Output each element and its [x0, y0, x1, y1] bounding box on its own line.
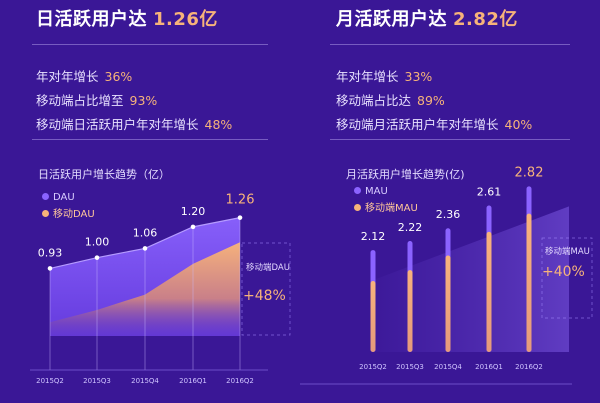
dau-stat-yoy-value: 36% — [104, 69, 133, 84]
mau-stat-yoy-label: 年对年增长 — [336, 69, 399, 84]
dau-point — [142, 246, 148, 251]
dau-highlight-box — [241, 242, 291, 336]
mobile-mau-bar — [445, 255, 451, 352]
dau-stat-yoy-label: 年对年增长 — [36, 69, 99, 84]
mau-legend-swatch — [354, 187, 361, 194]
mau-stat-mobile-share: 移动端占比达 89% — [336, 90, 445, 109]
dau-legend-item-mobile: 移动DAU — [42, 205, 95, 220]
mau-chart-title: 月活跃用户增长趋势(亿) — [346, 168, 465, 181]
mau-trend-shade — [373, 206, 569, 352]
dau-legend: DAU 移动DAU — [42, 192, 95, 220]
dau-stat-mobile-yoy: 移动端日活跃用户年对年增长 48% — [36, 114, 232, 133]
dau-headline: 日活跃用户达 1.26亿 — [36, 5, 218, 31]
dau-stat-mobile-share: 移动端占比增至 93% — [36, 90, 157, 109]
mau-data-label: 2.36 — [436, 208, 461, 221]
dau-chart-title: 日活跃用户增长趋势（亿） — [38, 168, 170, 181]
x-tick-label: 2015Q2 — [359, 363, 387, 371]
mau-legend-item-mobile: 移动端MAU — [354, 199, 418, 214]
dau-data-label: 1.20 — [181, 205, 206, 218]
dau-headline-value: 1.26亿 — [153, 9, 218, 30]
x-tick-label: 2016Q1 — [475, 363, 503, 371]
dau-stat-mobile-share-value: 93% — [129, 93, 158, 108]
mau-bar-chart: 2.12 2015Q2 2.22 2015Q3 2.36 2015Q4 2.61 2016Q1… — [300, 165, 593, 385]
dau-panel: 日活跃用户达 1.26亿 年对年增长 36% 移动端占比增至 93% 移动端日活跃用户… — [30, 5, 291, 385]
dau-stat-yoy: 年对年增长 36% — [36, 66, 132, 85]
x-tick-label: 2015Q3 — [396, 363, 424, 371]
mau-top-divider — [330, 44, 570, 45]
dau-stat-mobile-yoy-value: 48% — [204, 117, 233, 132]
mau-headline-label: 月活跃用户达 — [336, 9, 447, 30]
dau-side-value: +48% — [243, 288, 286, 304]
mau-highlight-box — [541, 237, 593, 319]
dau-data-label: 1.00 — [85, 236, 110, 249]
mobile-mau-bar — [370, 281, 376, 352]
dau-legend-swatch — [42, 193, 49, 200]
x-tick-label: 2016Q2 — [515, 363, 543, 371]
mobile-mau-bar — [407, 270, 413, 352]
mobile-mau-bar — [526, 213, 532, 352]
dau-top-divider — [32, 44, 268, 45]
dau-bottom-divider — [32, 139, 268, 140]
x-tick-label: 2015Q4 — [434, 363, 462, 371]
dau-headline-label: 日活跃用户达 — [36, 9, 147, 30]
x-tick-label: 2016Q2 — [226, 377, 254, 385]
mobile-dau-legend-swatch — [42, 210, 49, 217]
mau-stat-yoy: 年对年增长 33% — [336, 66, 432, 85]
mau-data-label: 2.82 — [515, 165, 544, 180]
dau-legend-label: DAU — [53, 192, 75, 203]
mau-legend-item-mau: MAU — [354, 186, 418, 197]
dau-point — [47, 266, 53, 271]
x-tick-label: 2015Q4 — [131, 377, 159, 385]
mau-stat-mobile-yoy-value: 40% — [504, 117, 533, 132]
mau-stat-mobile-yoy: 移动端月活跃用户年对年增长 40% — [336, 114, 532, 133]
mobile-mau-legend-swatch — [354, 204, 361, 211]
mau-stat-yoy-value: 33% — [404, 69, 433, 84]
dau-side-label: 移动端DAU — [246, 262, 290, 273]
mau-bottom-divider — [330, 139, 570, 140]
dau-legend-item-dau: DAU — [42, 192, 95, 203]
dau-point — [237, 215, 243, 220]
mau-side-value: +40% — [542, 264, 585, 280]
dau-stat-mobile-share-label: 移动端占比增至 — [36, 93, 124, 108]
mobile-dau-area — [50, 242, 240, 336]
dau-data-label: 1.26 — [226, 193, 255, 208]
mau-stat-mobile-share-value: 89% — [417, 93, 445, 108]
mobile-mau-bar — [486, 231, 492, 352]
x-tick-label: 2016Q1 — [179, 377, 207, 385]
mau-data-label: 2.22 — [398, 221, 423, 234]
mau-side-label: 移动端MAU — [545, 246, 590, 257]
dau-data-label: 0.93 — [38, 246, 63, 259]
dau-stat-mobile-yoy-label: 移动端日活跃用户年对年增长 — [36, 117, 199, 132]
mobile-dau-legend-label: 移动DAU — [53, 209, 95, 220]
mau-stat-mobile-yoy-label: 移动端月活跃用户年对年增长 — [336, 117, 499, 132]
mau-headline-value: 2.82亿 — [453, 9, 518, 30]
mau-panel: 月活跃用户达 2.82亿 年对年增长 33% 移动端占比达 89% 移动端月活跃用户年… — [300, 0, 600, 403]
mau-legend: MAU 移动端MAU — [354, 186, 418, 214]
dau-point — [94, 255, 100, 260]
mau-headline: 月活跃用户达 2.82亿 — [336, 5, 518, 31]
dau-data-label: 1.06 — [133, 226, 158, 239]
x-tick-label: 2015Q3 — [83, 377, 111, 385]
dau-area-chart: 0.93 2015Q2 1.00 2015Q3 1.06 2015Q4 1.20 2016Q1… — [30, 193, 291, 385]
mau-data-label: 2.12 — [361, 230, 386, 243]
mau-data-label: 2.61 — [477, 185, 502, 198]
dau-point — [190, 224, 196, 230]
mau-stat-mobile-share-label: 移动端占比达 — [336, 93, 412, 108]
x-tick-label: 2015Q2 — [36, 377, 64, 385]
mau-legend-label: MAU — [365, 186, 388, 197]
mobile-mau-legend-label: 移动端MAU — [365, 203, 418, 214]
